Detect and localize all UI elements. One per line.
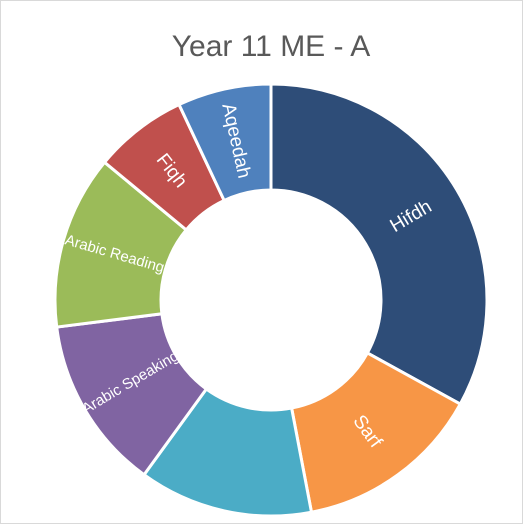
chart-title: Year 11 ME - A [172,30,370,63]
donut-segment [177,82,273,203]
donut-segment [269,82,489,407]
